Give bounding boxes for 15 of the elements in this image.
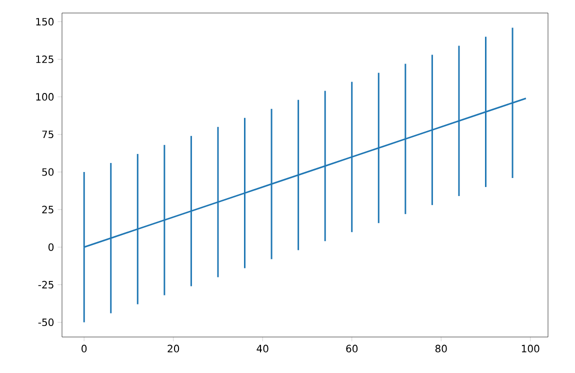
y-tick-label: 100	[36, 93, 54, 101]
x-tick-label: 60	[346, 344, 358, 352]
y-tick-label: -25	[38, 280, 54, 288]
y-tick-label: 25	[42, 206, 54, 214]
x-tick-label: 0	[82, 344, 87, 352]
y-tick-label: 150	[36, 18, 54, 26]
y-tick-label: 0	[48, 243, 54, 251]
y-tick-label: 125	[36, 55, 54, 64]
y-tick-label: 75	[42, 130, 54, 138]
x-tick-label: 100	[522, 344, 540, 352]
x-tick-label: 80	[435, 344, 447, 352]
y-tick-label: 50	[42, 168, 54, 176]
x-tick-label: 20	[168, 344, 180, 352]
x-tick-label: 40	[256, 344, 268, 352]
y-tick-label: -50	[38, 318, 54, 326]
